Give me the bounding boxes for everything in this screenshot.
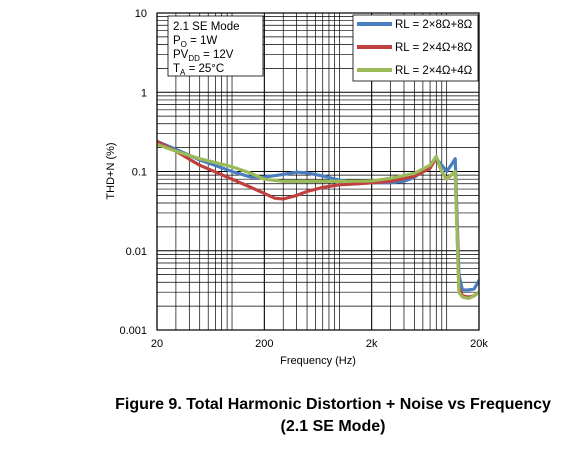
condition-annotation: 2.1 SE Mode PO = 1W PVDD = 12V TA = 25°C bbox=[167, 15, 264, 77]
x-tick-label: 200 bbox=[255, 338, 273, 350]
y-tick-labels: 10 1 0.1 0.01 0.001 bbox=[119, 8, 147, 337]
x-tick-label: 2k bbox=[366, 338, 378, 350]
annotation-line-supply: PVDD = 12V bbox=[173, 49, 234, 63]
x-tick-labels: 20 200 2k 20k bbox=[151, 338, 488, 350]
legend-label-series-1: RL = 2×8Ω+8Ω bbox=[395, 19, 473, 31]
figure-caption-title: Figure 9. Total Harmonic Distortion + No… bbox=[115, 396, 551, 413]
annotation-line-power: PO = 1W bbox=[173, 35, 217, 49]
legend: RL = 2×8Ω+8Ω RL = 2×4Ω+8Ω RL = 2×4Ω+4Ω bbox=[352, 14, 479, 82]
y-tick-label: 10 bbox=[135, 8, 147, 20]
series-lines bbox=[157, 139, 479, 301]
x-axis-title: Frequency (Hz) bbox=[280, 355, 356, 367]
x-tick-label: 20 bbox=[151, 338, 163, 350]
legend-label-series-2: RL = 2×4Ω+8Ω bbox=[395, 42, 473, 54]
thd-n-vs-frequency-chart: 2.1 SE Mode PO = 1W PVDD = 12V TA = 25°C… bbox=[105, 8, 488, 367]
y-tick-label: 1 bbox=[141, 87, 147, 99]
y-tick-label: 0.001 bbox=[119, 325, 147, 337]
series-line-3 bbox=[157, 142, 479, 301]
figure-caption-subtitle: (2.1 SE Mode) bbox=[280, 418, 386, 435]
annotation-line-mode: 2.1 SE Mode bbox=[173, 21, 239, 33]
y-tick-label: 0.1 bbox=[132, 167, 147, 179]
plot-frame bbox=[156, 12, 480, 331]
y-axis-title: THD+N (%) bbox=[105, 142, 117, 199]
y-tick-label: 0.01 bbox=[126, 246, 147, 258]
legend-label-series-3: RL = 2×4Ω+4Ω bbox=[395, 65, 473, 77]
x-tick-label: 20k bbox=[470, 338, 488, 350]
annotation-box bbox=[167, 15, 264, 77]
annotation-line-temperature: TA = 25°C bbox=[173, 63, 224, 77]
